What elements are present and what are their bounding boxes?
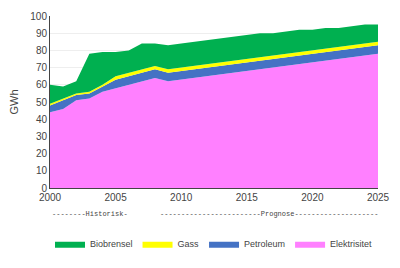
svg-text:30: 30	[36, 131, 48, 142]
svg-text:Elektrisitet: Elektrisitet	[330, 239, 372, 249]
svg-text:80: 80	[36, 45, 48, 56]
svg-text:60: 60	[36, 79, 48, 90]
svg-text:0: 0	[41, 183, 47, 194]
svg-text:2010: 2010	[170, 192, 193, 203]
svg-text:70: 70	[36, 62, 48, 73]
svg-text:Biobrensel: Biobrensel	[90, 239, 133, 249]
svg-text:10: 10	[36, 165, 48, 176]
svg-text:2000: 2000	[39, 192, 62, 203]
svg-text:20: 20	[36, 148, 48, 159]
svg-text:Petroleum: Petroleum	[244, 239, 285, 249]
svg-text:--------Historisk-: --------Historisk-	[52, 210, 128, 218]
svg-text:90: 90	[36, 28, 48, 39]
svg-text:2015: 2015	[236, 192, 259, 203]
svg-text:2005: 2005	[104, 192, 127, 203]
svg-text:2025: 2025	[367, 192, 390, 203]
svg-text:------------------------Progno: ------------------------Prognose--------…	[160, 210, 378, 218]
svg-text:50: 50	[36, 97, 48, 108]
svg-text:40: 40	[36, 114, 48, 125]
svg-text:100: 100	[30, 11, 47, 22]
svg-text:2020: 2020	[301, 192, 324, 203]
svg-text:GWh: GWh	[8, 89, 20, 114]
svg-text:Gass: Gass	[178, 239, 200, 249]
